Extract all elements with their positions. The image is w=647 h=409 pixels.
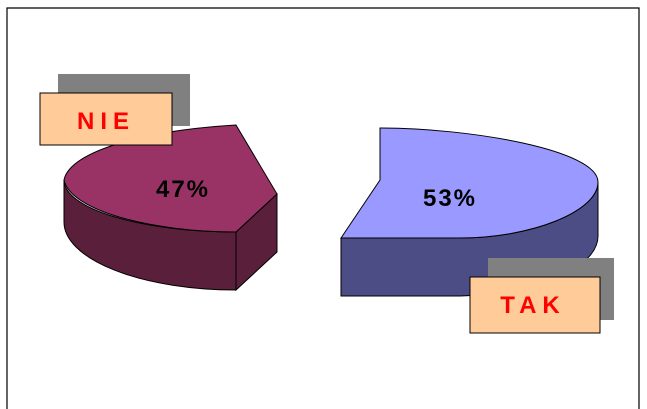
label-tak: TAK	[469, 258, 614, 334]
label-tak-text: TAK	[500, 292, 566, 319]
label-nie-box	[39, 92, 173, 146]
slice-tak-top	[340, 127, 599, 239]
label-tak-box	[469, 276, 601, 334]
slice-nie: 47%	[63, 124, 278, 292]
label-nie-text: NIE	[77, 108, 135, 135]
slice-nie-top	[63, 124, 278, 233]
slice-tak-value-label: 53%	[423, 185, 477, 212]
label-nie: NIE	[39, 74, 190, 146]
slice-nie-value-label: 47%	[156, 176, 210, 203]
chart-border	[6, 7, 640, 409]
